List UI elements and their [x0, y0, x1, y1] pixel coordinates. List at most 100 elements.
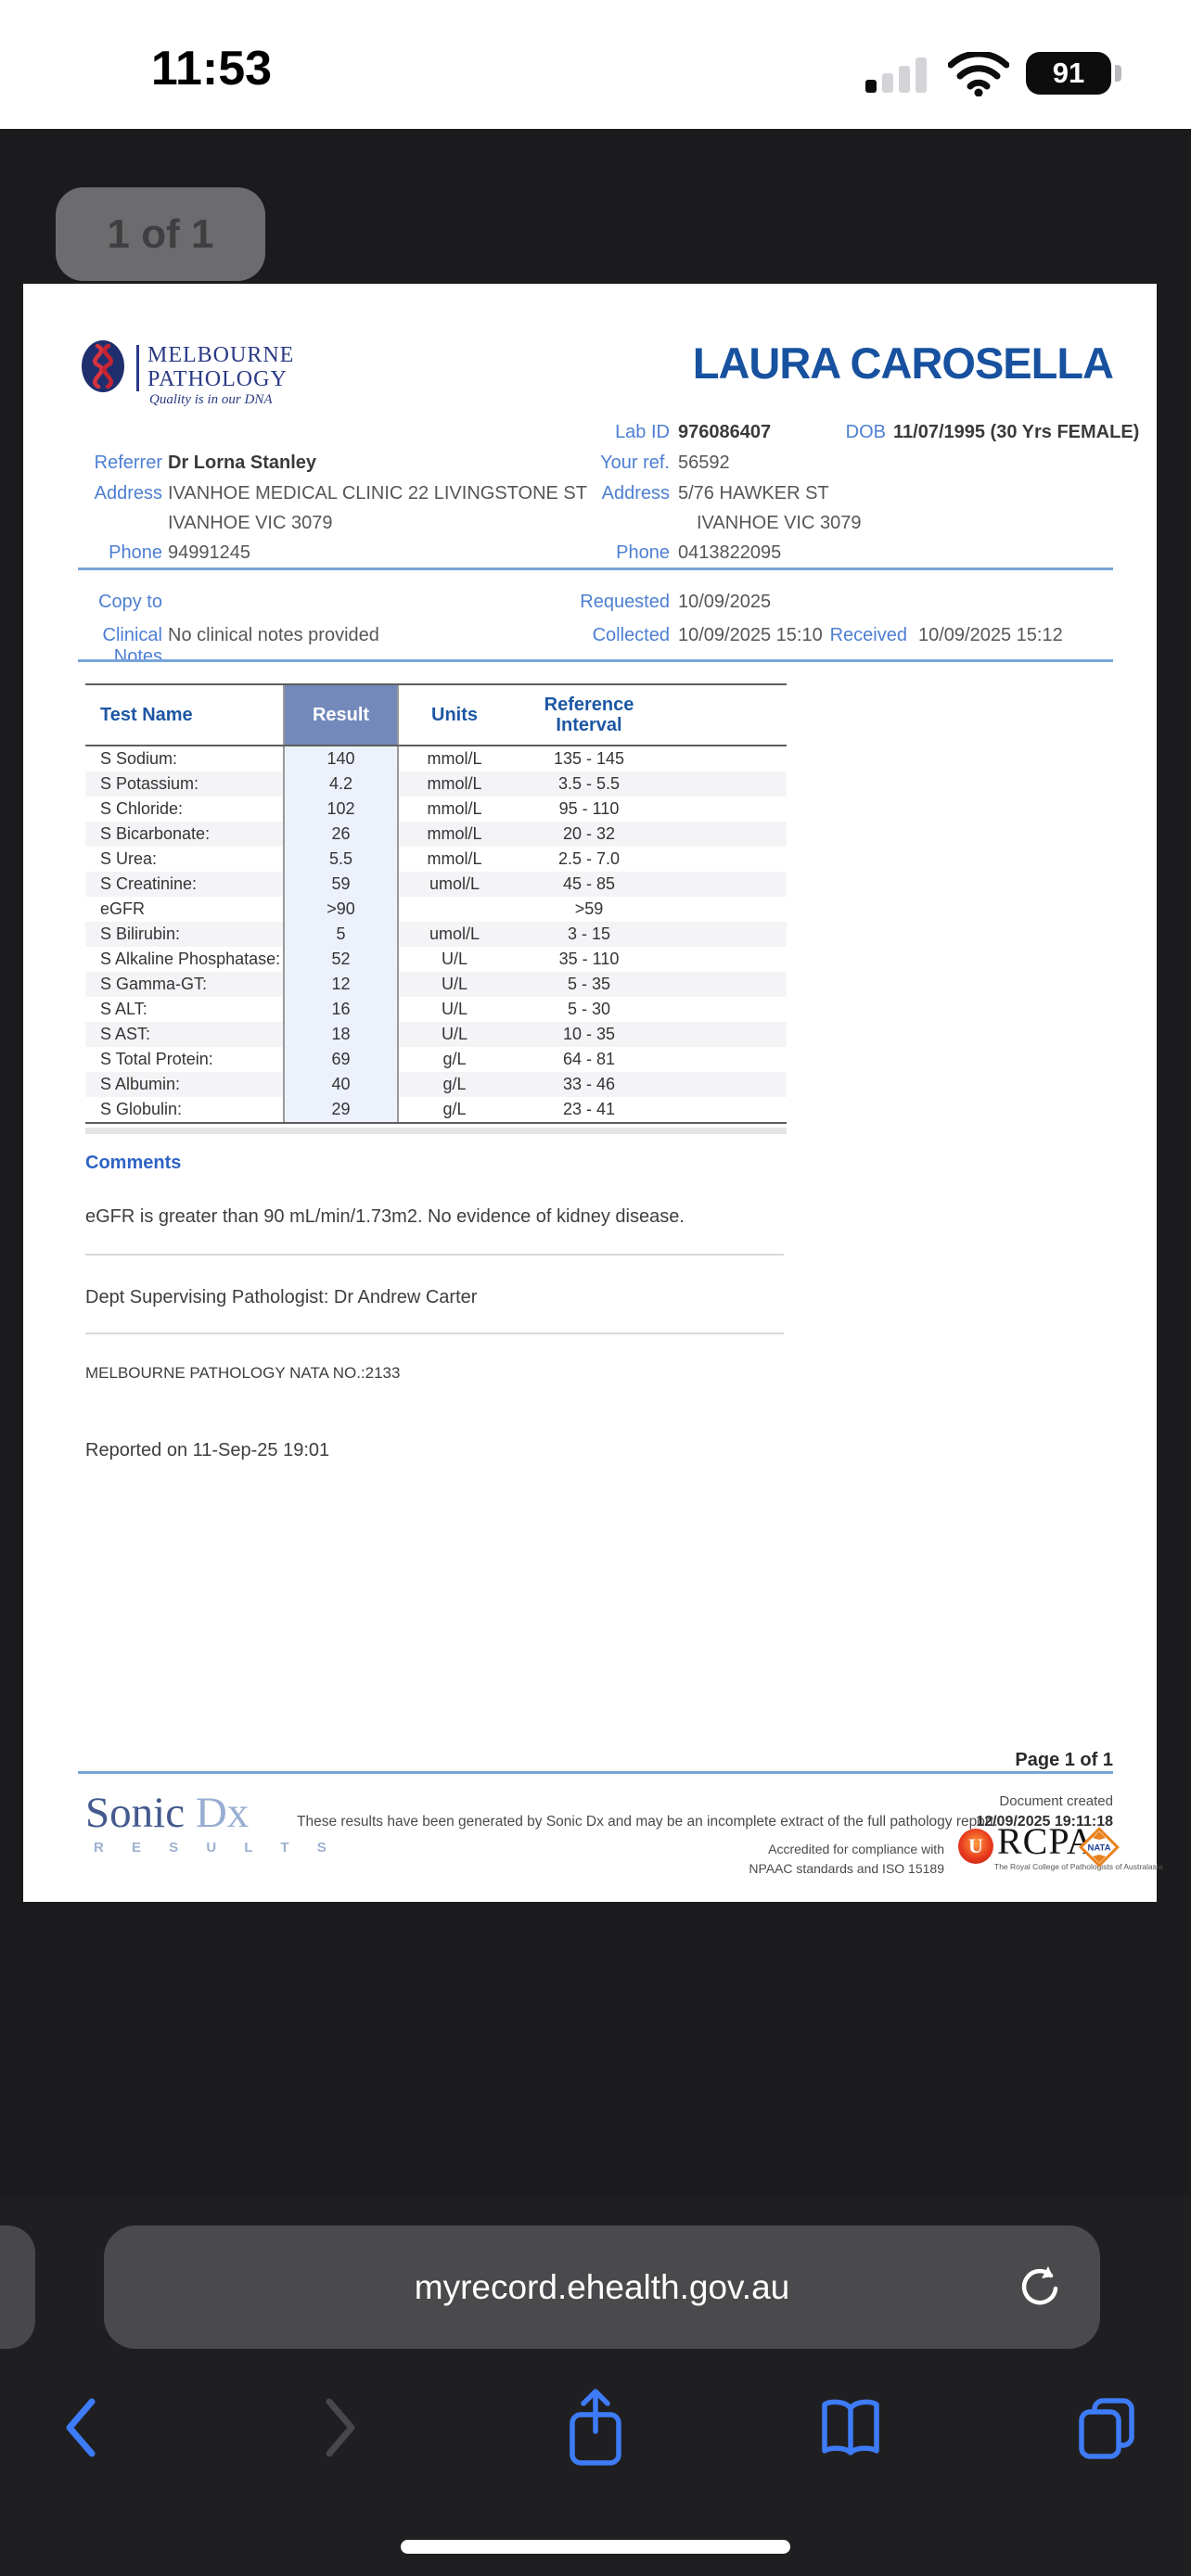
- cell-test-name: S Bicarbonate:: [100, 824, 211, 843]
- page-indicator-badge: 1 of 1: [56, 187, 265, 281]
- cell-result: 26: [283, 822, 399, 847]
- forward-button[interactable]: [299, 2386, 382, 2469]
- back-button[interactable]: [39, 2386, 122, 2469]
- url-bar[interactable]: myrecord.ehealth.gov.au: [104, 2225, 1100, 2349]
- cell-reference-interval: 20 - 32: [562, 824, 616, 843]
- cell-units: mmol/L: [427, 799, 482, 818]
- col-header-result: Result: [283, 685, 399, 745]
- brand-line2: PATHOLOGY: [147, 367, 288, 391]
- cell-test-name: S Globulin:: [100, 1100, 183, 1118]
- cell-reference-interval: 135 - 145: [553, 749, 625, 768]
- home-indicator[interactable]: [401, 2540, 790, 2554]
- copy-to-label: Copy to: [98, 592, 162, 612]
- battery-icon: 91: [1026, 52, 1111, 95]
- cell-test-name: S Creatinine:: [100, 874, 198, 893]
- cell-units: mmol/L: [427, 849, 482, 868]
- col-header-test-name: Test Name: [100, 704, 193, 725]
- previous-tab-peek[interactable]: [0, 2225, 35, 2349]
- cell-result: 29: [283, 1097, 399, 1122]
- referrer-phone-label: Phone: [109, 542, 162, 563]
- cell-reference-interval: 5 - 35: [567, 975, 611, 993]
- comments-divider: [85, 1333, 784, 1334]
- cell-result: 12: [283, 972, 399, 997]
- results-table-header: Test Name Result Units Reference Interva…: [85, 683, 787, 746]
- cell-test-name: S Total Protein:: [100, 1050, 213, 1068]
- nata-logo-icon: NATA: [1079, 1827, 1120, 1868]
- cell-units: umol/L: [429, 874, 480, 893]
- pdf-viewer[interactable]: 1 of 1 MELBOURNE PATHOLOGY Quality is in…: [0, 129, 1191, 2576]
- cell-result: 52: [283, 947, 399, 972]
- cell-result: 16: [283, 997, 399, 1022]
- share-button[interactable]: [554, 2386, 637, 2469]
- referrer-value: Dr Lorna Stanley: [168, 453, 317, 473]
- table-row: S Sodium: 140 mmol/L 135 - 145: [85, 746, 787, 772]
- accreditation-text: Accredited for compliance with NPAAC sta…: [749, 1840, 944, 1879]
- share-icon: [570, 2389, 621, 2466]
- bookmarks-button[interactable]: [809, 2386, 892, 2469]
- cell-result: 140: [283, 746, 399, 772]
- cell-reference-interval: 45 - 85: [562, 874, 616, 893]
- page-indicator-label: 1 of 1: [107, 210, 214, 257]
- sonic-dx-logo: Sonic Dx: [85, 1788, 249, 1838]
- cell-test-name: S Gamma-GT:: [100, 975, 208, 993]
- cell-reference-interval: 64 - 81: [562, 1050, 616, 1068]
- patient-address-label: Address: [601, 483, 670, 504]
- table-row: eGFR >90 >59: [85, 897, 787, 922]
- cell-units: g/L: [442, 1050, 467, 1068]
- brand-line1: MELBOURNE: [147, 343, 295, 367]
- forward-icon: [326, 2398, 355, 2457]
- cell-result: 18: [283, 1022, 399, 1047]
- table-row: S Globulin: 29 g/L 23 - 41: [85, 1097, 787, 1122]
- cell-units: g/L: [442, 1075, 467, 1093]
- brand-divider: [136, 345, 139, 391]
- reload-icon[interactable]: [1013, 2259, 1069, 2315]
- cell-units: [399, 897, 510, 922]
- cell-result: 4.2: [283, 772, 399, 797]
- table-row: S AST: 18 U/L 10 - 35: [85, 1022, 787, 1047]
- cell-test-name: S Bilirubin:: [100, 925, 181, 943]
- patient-phone-label: Phone: [616, 542, 670, 563]
- cell-reference-interval: 3.5 - 5.5: [557, 774, 621, 793]
- comments-divider: [85, 1254, 784, 1256]
- table-row: S Urea: 5.5 mmol/L 2.5 - 7.0: [85, 847, 787, 872]
- browser-bottom-bar: myrecord.ehealth.gov.au: [0, 2196, 1191, 2576]
- referrer-address-line1: IVANHOE MEDICAL CLINIC 22 LIVINGSTONE ST: [168, 483, 587, 504]
- rcpa-logo-icon: U: [958, 1829, 993, 1864]
- pathology-report-page: MELBOURNE PATHOLOGY Quality is in our DN…: [23, 284, 1162, 1902]
- table-row: S Bilirubin: 5 umol/L 3 - 15: [85, 922, 787, 947]
- requested-value: 10/09/2025: [678, 592, 772, 612]
- table-row: S Creatinine: 59 umol/L 45 - 85: [85, 872, 787, 897]
- tabs-icon: [1079, 2398, 1134, 2459]
- patient-address-line2: IVANHOE VIC 3079: [697, 513, 862, 533]
- lab-id-value: 976086407: [678, 422, 772, 442]
- cell-reference-interval: 95 - 110: [558, 799, 620, 818]
- dx-word: Dx: [195, 1789, 250, 1837]
- cell-result: 69: [283, 1047, 399, 1072]
- table-row: S Albumin: 40 g/L 33 - 46: [85, 1072, 787, 1097]
- cell-units: g/L: [442, 1100, 467, 1118]
- results-table: Test Name Result Units Reference Interva…: [85, 683, 787, 1124]
- footer-divider: [78, 1771, 1113, 1774]
- status-bar: 11:53 91: [0, 0, 1191, 129]
- comments-title: Comments: [85, 1153, 182, 1173]
- cell-test-name: S Albumin:: [100, 1075, 181, 1093]
- cell-test-name: S Potassium:: [100, 774, 199, 793]
- cell-test-name: S AST:: [100, 1025, 151, 1043]
- status-time: 11:53: [150, 42, 273, 96]
- sonic-results-wordmark: R E S U L T S: [94, 1840, 339, 1855]
- requested-label: Requested: [580, 592, 670, 612]
- cell-reference-interval: 3 - 15: [567, 925, 611, 943]
- bookmarks-icon: [822, 2399, 879, 2455]
- cell-reference-interval: >59: [574, 899, 604, 918]
- table-row: S Alkaline Phosphatase: 52 U/L 35 - 110: [85, 947, 787, 972]
- received-label: Received: [829, 625, 907, 645]
- table-bottom-border: [85, 1122, 787, 1124]
- wifi-icon: [948, 52, 1009, 96]
- cell-reference-interval: 35 - 110: [558, 950, 620, 968]
- footer-disclaimer: These results have been generated by Son…: [297, 1814, 998, 1830]
- lab-id-label: Lab ID: [615, 422, 670, 442]
- tabs-button[interactable]: [1065, 2386, 1148, 2469]
- cell-units: mmol/L: [427, 774, 482, 793]
- cell-units: U/L: [441, 1000, 467, 1018]
- dob-label: DOB: [845, 422, 886, 442]
